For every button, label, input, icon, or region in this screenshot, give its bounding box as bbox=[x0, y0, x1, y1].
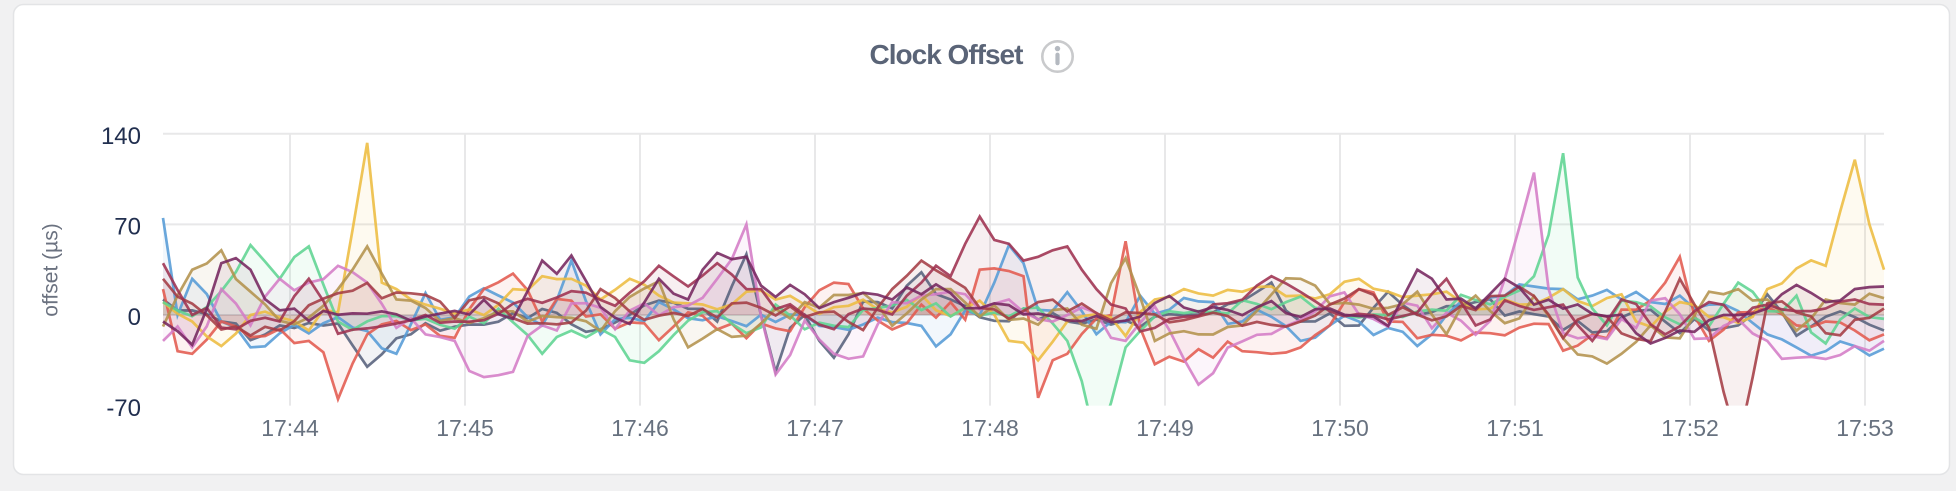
svg-text:140: 140 bbox=[101, 123, 141, 150]
svg-text:17:50: 17:50 bbox=[1311, 415, 1369, 441]
svg-text:17:48: 17:48 bbox=[961, 415, 1019, 441]
svg-text:Clock Offset: Clock Offset bbox=[870, 39, 1024, 70]
svg-text:17:53: 17:53 bbox=[1836, 415, 1894, 441]
svg-text:17:44: 17:44 bbox=[261, 415, 319, 441]
svg-text:-70: -70 bbox=[106, 395, 141, 422]
svg-text:70: 70 bbox=[114, 214, 141, 241]
svg-text:0: 0 bbox=[128, 304, 141, 331]
svg-text:17:51: 17:51 bbox=[1486, 415, 1544, 441]
svg-text:17:45: 17:45 bbox=[436, 415, 494, 441]
svg-text:17:47: 17:47 bbox=[786, 415, 844, 441]
svg-text:17:46: 17:46 bbox=[611, 415, 669, 441]
svg-text:offset (µs): offset (µs) bbox=[40, 223, 63, 316]
svg-text:17:52: 17:52 bbox=[1661, 415, 1719, 441]
svg-text:17:49: 17:49 bbox=[1136, 415, 1194, 441]
